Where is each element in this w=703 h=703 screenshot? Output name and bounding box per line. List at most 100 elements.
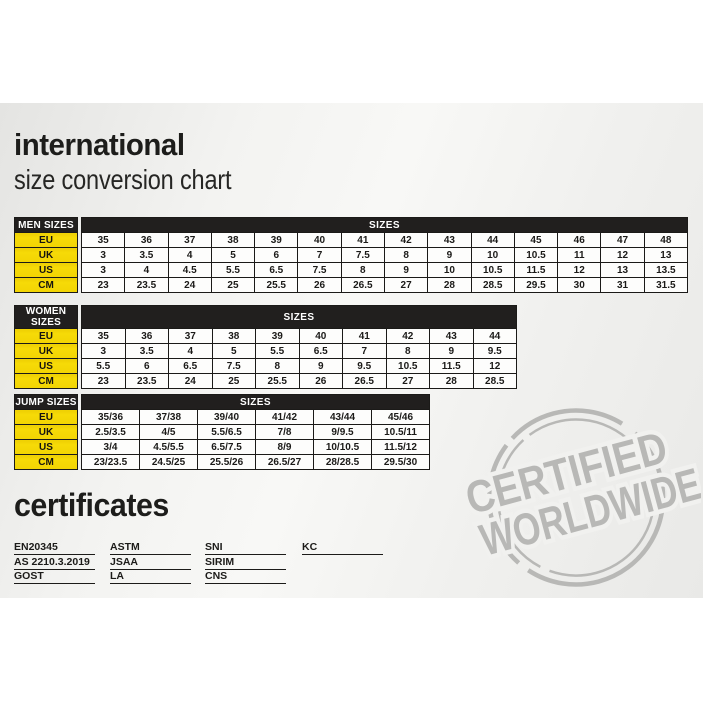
size-cell: 7: [297, 247, 342, 263]
size-cell: 4.5/5.5: [139, 439, 198, 455]
certificate-item: SIRIM: [205, 556, 286, 570]
row-label-cell: UK: [14, 424, 78, 440]
size-cell: 35/36: [81, 409, 140, 425]
size-cell: 23.5: [124, 277, 169, 293]
size-cell: 10: [470, 247, 515, 263]
size-cell: 11: [557, 247, 602, 263]
size-cell: 26.5: [342, 373, 387, 389]
row-label-cell: US: [14, 358, 78, 374]
size-row: US 3 4 4.5 5.5 6.5 7.5 8 9 10 10.5 11.5 12 13 13.5: [14, 262, 689, 278]
size-cell: 43/44: [313, 409, 372, 425]
row-label-cell: CM: [14, 373, 78, 389]
size-cell: 36: [124, 328, 169, 344]
women-sizes-table: WOMEN SIZES SIZES EU 35 36 37 38 39 40 41 42 43 44 UK…: [14, 305, 517, 389]
size-row: CM 23/23.5 24.5/25 25.5/26 26.5/27 28/28.5 29.…: [14, 454, 430, 470]
certificate-item: SNI: [205, 541, 286, 555]
size-row: EU 35 36 37 38 39 40 41 42 43 44: [14, 328, 517, 344]
size-cell: 8: [255, 358, 300, 374]
sizes-header-cell: SIZES: [81, 217, 688, 233]
sizes-header-cell: SIZES: [81, 305, 517, 329]
size-cell: 27: [383, 277, 429, 293]
size-cell: 29.5: [513, 277, 559, 293]
size-cell: 44: [470, 232, 515, 248]
size-cell: 12: [472, 358, 517, 374]
row-label-cell: CM: [14, 277, 78, 293]
size-cell: 25.5: [255, 373, 300, 389]
size-cell: 4: [124, 262, 169, 278]
size-cell: 31: [600, 277, 645, 293]
stamp-outer-circle: [486, 408, 666, 587]
size-cell: 10.5: [385, 358, 430, 374]
size-row: UK 3 3.5 4 5 6 7 7.5 8 9 10 10.5 11 12 13: [14, 247, 689, 263]
size-cell: 6: [124, 358, 169, 374]
size-cell: 30: [557, 277, 602, 293]
size-cell: 36: [124, 232, 169, 248]
size-cell: 37: [167, 232, 212, 248]
size-cell: 45: [513, 232, 559, 248]
size-cell: 11.5: [429, 358, 474, 374]
size-cell: 11.5/12: [371, 439, 430, 455]
size-cell: 9/9.5: [313, 424, 372, 440]
size-row: EU 35 36 37 38 39 40 41 42 43 44 45 46 47 48: [14, 232, 689, 248]
size-row: US 3/4 4.5/5.5 6.5/7.5 8/9 10/10.5 11.5/12: [14, 439, 430, 455]
size-cell: 35: [80, 232, 126, 248]
size-cell: 23/23.5: [81, 454, 140, 470]
size-cell: 39: [255, 328, 300, 344]
size-row: UK 2.5/3.5 4/5 5.5/6.5 7/8 9/9.5 10.5/11: [14, 424, 430, 440]
certificate-item: GOST: [14, 570, 95, 584]
size-cell: 13: [643, 247, 689, 263]
row-label-cell: EU: [14, 409, 78, 425]
certificate-item: LA: [110, 570, 191, 584]
size-cell: 7.5: [297, 262, 342, 278]
row-label-cell: UK: [14, 247, 78, 263]
size-cell: 9: [383, 262, 429, 278]
size-cell: 6.5: [254, 262, 299, 278]
table-header-row: JUMP SIZES SIZES: [14, 394, 430, 410]
size-cell: 23: [80, 277, 126, 293]
size-cell: 42: [383, 232, 429, 248]
size-cell: 7.5: [211, 358, 256, 374]
size-cell: 4: [168, 343, 213, 359]
size-cell: 4: [167, 247, 212, 263]
size-cell: 7: [342, 343, 387, 359]
size-cell: 40: [298, 328, 343, 344]
size-cell: 43: [427, 232, 472, 248]
size-cell: 5.5: [210, 262, 256, 278]
size-cell: 25: [211, 373, 256, 389]
size-cell: 5.5: [255, 343, 300, 359]
size-cell: 8: [385, 343, 430, 359]
size-cell: 41/42: [255, 409, 314, 425]
size-cell: 41: [342, 328, 387, 344]
size-cell: 42: [385, 328, 430, 344]
row-label-cell: EU: [14, 328, 78, 344]
size-cell: 37: [168, 328, 213, 344]
size-cell: 37/38: [139, 409, 198, 425]
size-row: CM 23 23.5 24 25 25.5 26 26.5 27 28 28.5: [14, 373, 517, 389]
size-cell: 13: [600, 262, 645, 278]
size-cell: 12: [557, 262, 602, 278]
size-cell: 10.5: [470, 262, 515, 278]
size-cell: 10/10.5: [313, 439, 372, 455]
size-cell: 9.5: [472, 343, 517, 359]
size-row: CM 23 23.5 24 25 25.5 26 26.5 27 28 28.5 29.5 30 31 31…: [14, 277, 689, 293]
size-cell: 3.5: [124, 343, 169, 359]
row-label-cell: EU: [14, 232, 78, 248]
size-cell: 6.5/7.5: [197, 439, 256, 455]
size-cell: 12: [600, 247, 645, 263]
certificates-column: EN20345 AS 2210.3.2019 GOST: [14, 541, 95, 585]
certificate-item: EN20345: [14, 541, 95, 555]
size-cell: 7.5: [340, 247, 385, 263]
size-cell: 10.5/11: [371, 424, 430, 440]
size-cell: 48: [643, 232, 689, 248]
certificate-item: AS 2210.3.2019: [14, 556, 95, 570]
page-title: international: [14, 127, 185, 162]
size-cell: 7/8: [255, 424, 314, 440]
certificate-item: JSAA: [110, 556, 191, 570]
size-cell: 45/46: [371, 409, 430, 425]
row-label-cell: US: [14, 262, 78, 278]
table-title-cell: JUMP SIZES: [14, 394, 78, 410]
size-cell: 9: [427, 247, 472, 263]
size-cell: 25.5/26: [197, 454, 256, 470]
size-cell: 26: [297, 277, 342, 293]
